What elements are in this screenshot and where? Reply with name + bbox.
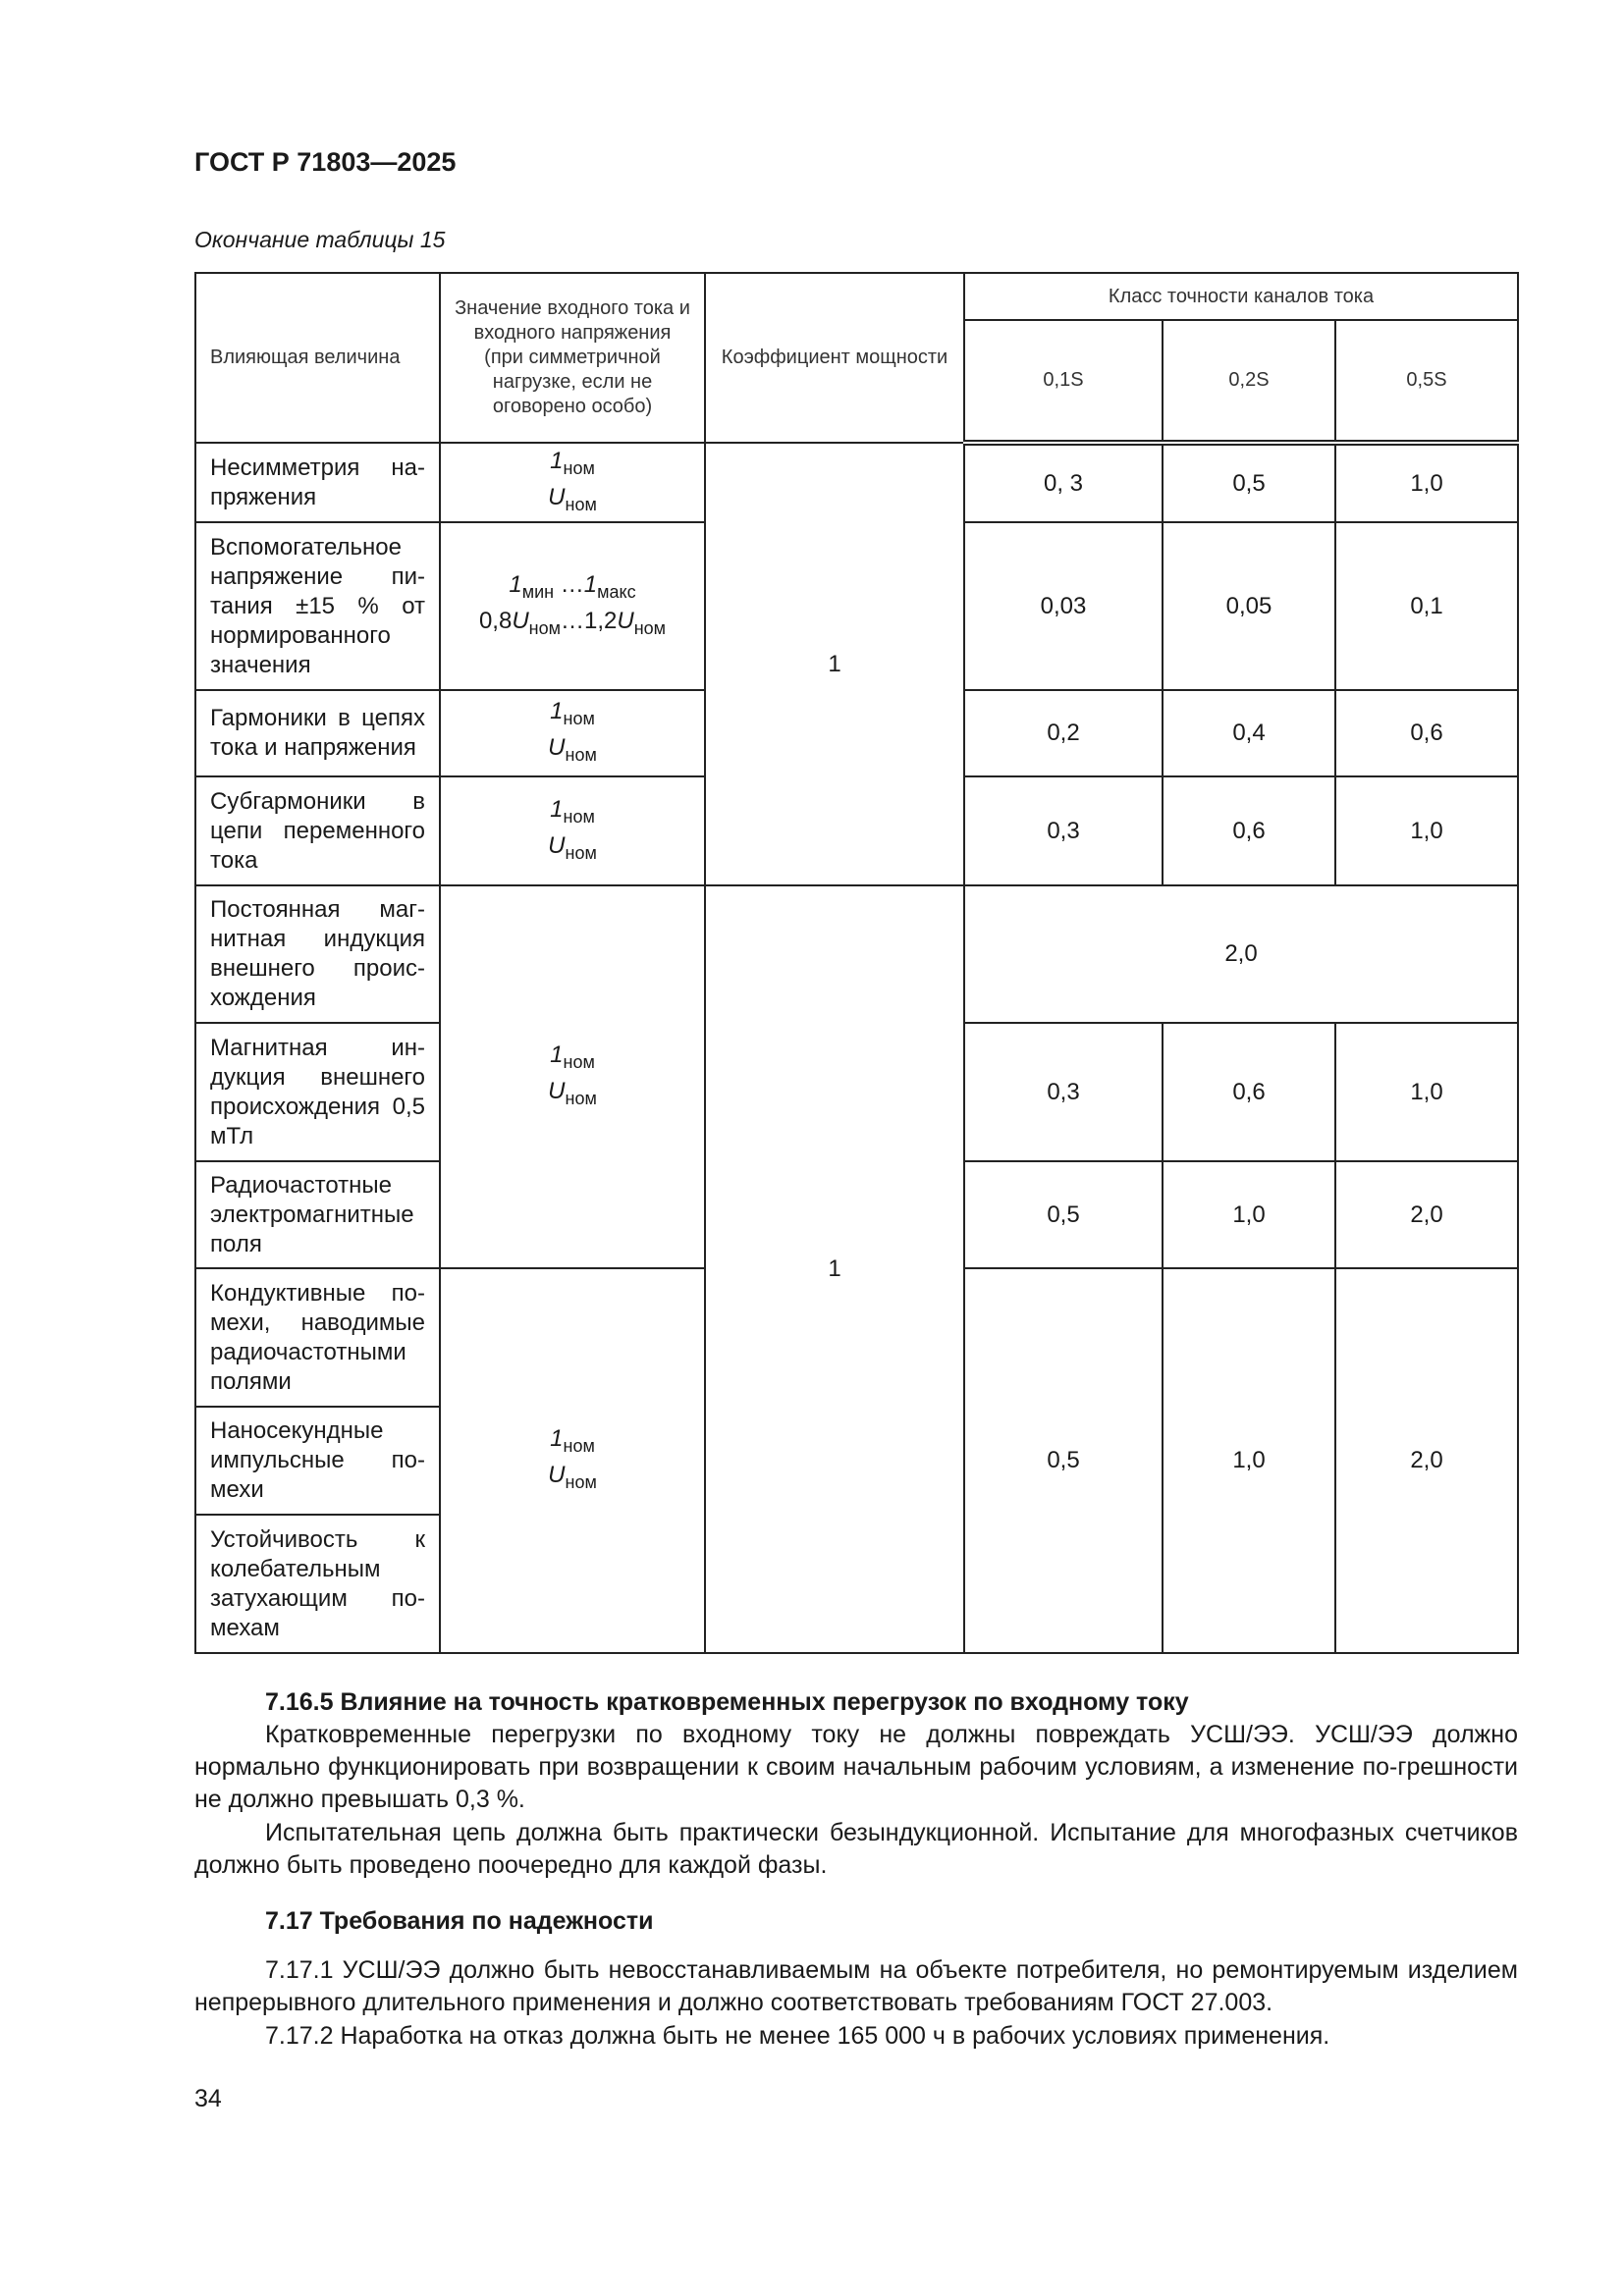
input-value: 1мин …1макс 0,8Uном…1,2Uном xyxy=(439,521,706,691)
value-cell: 0,6 xyxy=(1333,689,1520,777)
value-cell: 1,0 xyxy=(1333,775,1520,886)
value-cell: 2,0 xyxy=(1333,1160,1520,1269)
table-row: Кондуктивные по-мехи, наводимые радиочас… xyxy=(194,1267,1520,1654)
header-class-01s: 0,1S xyxy=(963,319,1164,446)
value-cell: 0,2 xyxy=(963,689,1164,777)
table-row: Несимметрия на-пряжения 1ном Uном 1 0, 3 … xyxy=(194,442,1520,886)
table-row: Магнитная ин-дукция внешнего происхожден… xyxy=(194,1022,1520,1162)
section-7-16-5-title: 7.16.5 Влияние на точность кратковременн… xyxy=(265,1688,1189,1716)
table-row: Гармоники в цепях тока и напряжения 1ном… xyxy=(194,689,1520,777)
value-cell: 0,03 xyxy=(963,521,1164,691)
influence-table: Влияющая величина Значение входного тока… xyxy=(194,272,1520,1654)
influence-name: Магнитная ин-дукция внешнего происхожден… xyxy=(194,1022,441,1162)
section-7-17-1: 7.17.1 УСШ/ЭЭ должно быть невосстанавлив… xyxy=(194,1956,1518,2016)
value-cell: 0,1 xyxy=(1333,521,1520,691)
table-row: Постоянная маг-нитная индукция внешнего … xyxy=(194,884,1520,1654)
header-accuracy-group: Класс точности каналов тока xyxy=(962,272,1520,321)
value-cell: 0,05 xyxy=(1162,521,1336,691)
header-class-05s: 0,5S xyxy=(1333,319,1520,446)
table-row: Вспомогательное напряжение пи-тания ±15 … xyxy=(194,521,1520,691)
value-cell: 1,0 xyxy=(1333,442,1520,523)
input-value: 1ном Uном xyxy=(439,442,706,523)
section-7-16-5-paragraph-1: Кратковременные перегрузки по входному т… xyxy=(194,1721,1518,1813)
value-cell: 2,0 xyxy=(1333,1267,1520,1654)
influence-name: Гармоники в цепях тока и напряжения xyxy=(194,689,441,777)
value-cell: 1,0 xyxy=(1162,1267,1336,1654)
section-7-17-title: 7.17 Требования по надежности xyxy=(265,1907,654,1935)
value-cell: 1,0 xyxy=(1162,1160,1336,1269)
table-row: Радиочастотные электромагнитные поля 0,5… xyxy=(194,1160,1520,1269)
value-cell: 0,3 xyxy=(963,775,1164,886)
influence-name: Вспомогательное напряжение пи-тания ±15 … xyxy=(194,521,441,691)
header-influence: Влияющая величина xyxy=(194,272,441,444)
influence-name: Устойчивость к колебательным затухающим … xyxy=(194,1514,441,1654)
input-value: 1ном Uном xyxy=(439,884,706,1269)
power-factor: 1 xyxy=(704,442,965,886)
table-row: Наносекундные импульсные по-мехи xyxy=(194,1406,1518,1516)
power-factor: 1 xyxy=(704,884,965,1654)
influence-name: Радиочастотные электромагнитные поля xyxy=(194,1160,441,1269)
value-cell: 0,5 xyxy=(963,1267,1164,1654)
influence-name: Наносекундные импульсные по-мехи xyxy=(194,1406,441,1516)
value-cell: 1,0 xyxy=(1333,1022,1520,1162)
page-number: 34 xyxy=(194,2085,222,2112)
value-cell: 0,6 xyxy=(1162,1022,1336,1162)
section-7-17-2: 7.17.2 Наработка на отказ должна быть не… xyxy=(265,2022,1330,2050)
influence-name: Несимметрия на-пряжения xyxy=(194,442,441,523)
input-value: 1ном Uном xyxy=(439,775,706,886)
influence-name: Субгармоники в цепи переменного тока xyxy=(194,775,441,886)
document-header: ГОСТ Р 71803—2025 xyxy=(194,147,457,177)
table-caption: Окончание таблицы 15 xyxy=(194,227,446,252)
table-row: Субгармоники в цепи переменного тока 1но… xyxy=(194,775,1520,886)
value-cell: 0,6 xyxy=(1162,775,1336,886)
influence-name: Кондуктивные по-мехи, наводимые радиочас… xyxy=(194,1267,441,1408)
influence-name: Постоянная маг-нитная индукция внешнего … xyxy=(194,884,441,1024)
header-class-02s: 0,2S xyxy=(1162,319,1336,446)
section-7-16-5-paragraph-2: Испытательная цепь должна быть практичес… xyxy=(194,1819,1518,1879)
value-cell-merged: 2,0 xyxy=(962,884,1520,1024)
value-cell: 0,5 xyxy=(963,1160,1164,1269)
input-value: 1ном Uном xyxy=(439,1267,706,1654)
header-power-factor: Коэффициент мощности xyxy=(704,272,965,444)
value-cell: 0,4 xyxy=(1162,689,1336,777)
input-value: 1ном Uном xyxy=(439,689,706,777)
value-cell: 0, 3 xyxy=(963,442,1164,523)
value-cell: 0,3 xyxy=(963,1022,1164,1162)
table-row: Устойчивость к колебательным затухающим … xyxy=(194,1514,1518,1654)
header-value: Значение входного тока и входного напряж… xyxy=(439,272,706,444)
value-cell: 0,5 xyxy=(1162,442,1336,523)
